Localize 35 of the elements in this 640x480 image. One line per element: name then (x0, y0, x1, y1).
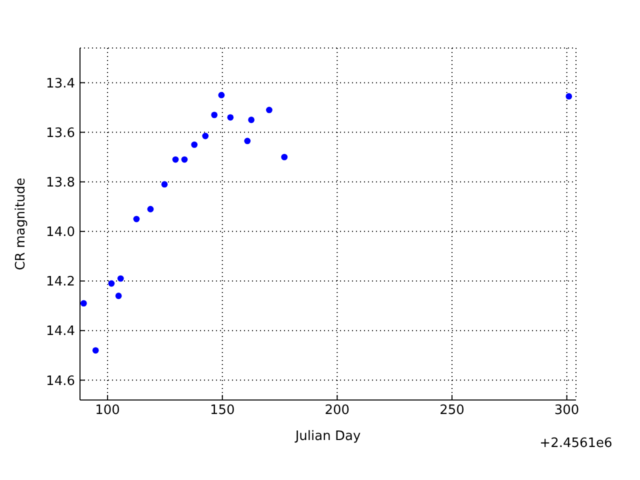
point (117, 275, 124, 282)
y-axis-title: CR magnitude (14, 178, 29, 270)
point (115, 292, 122, 300)
point (266, 106, 272, 114)
point (202, 132, 209, 140)
point (133, 216, 140, 222)
point (566, 93, 572, 100)
point (161, 181, 168, 188)
y-tick-label: 14.4 (46, 324, 75, 340)
x-tick-label: 200 (324, 403, 350, 418)
point (244, 138, 251, 144)
point (181, 156, 188, 163)
y-tick-label: 14.6 (46, 374, 75, 389)
point (147, 206, 154, 212)
y-tick-label: 14.0 (46, 225, 75, 240)
y-tick-label: 13.6 (46, 126, 75, 141)
point (211, 112, 218, 118)
x-tick-label: 100 (95, 403, 120, 418)
point (248, 116, 255, 124)
point (172, 156, 179, 163)
text: +2.4561e6 (540, 436, 612, 451)
point (80, 300, 87, 307)
y-tick-label: 14.2 (46, 274, 75, 290)
point (281, 154, 288, 160)
point (191, 141, 198, 148)
x-tick-label: 250 (440, 403, 464, 418)
y-tick-label: 13.4 (46, 76, 75, 92)
x-tick-label: 300 (554, 403, 580, 418)
x-axis-title: Julian Day (294, 429, 361, 444)
point (92, 347, 99, 354)
point (227, 114, 234, 121)
point (218, 92, 225, 98)
point (108, 280, 115, 287)
y-tick-label: 13.8 (46, 175, 75, 190)
x-tick-label: 150 (210, 403, 235, 418)
